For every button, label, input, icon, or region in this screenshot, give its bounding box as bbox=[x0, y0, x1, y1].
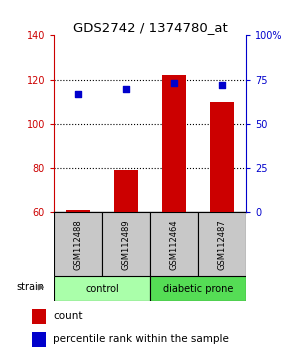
Bar bbox=[66, 210, 90, 212]
Text: control: control bbox=[85, 284, 119, 293]
Bar bbox=[150, 212, 198, 276]
Bar bbox=[198, 212, 246, 276]
Text: percentile rank within the sample: percentile rank within the sample bbox=[53, 335, 229, 344]
Text: strain: strain bbox=[16, 282, 44, 292]
Bar bbox=[162, 75, 186, 212]
Bar bbox=[54, 212, 102, 276]
Point bbox=[220, 82, 224, 88]
Text: GSM112488: GSM112488 bbox=[74, 219, 82, 270]
Point bbox=[172, 80, 176, 86]
Bar bbox=[32, 332, 46, 347]
Point bbox=[124, 86, 128, 91]
Bar bbox=[102, 212, 150, 276]
Bar bbox=[150, 276, 246, 301]
Bar bbox=[114, 170, 138, 212]
Bar bbox=[54, 276, 150, 301]
Title: GDS2742 / 1374780_at: GDS2742 / 1374780_at bbox=[73, 21, 227, 34]
Text: GSM112464: GSM112464 bbox=[169, 219, 178, 270]
Bar bbox=[32, 309, 46, 324]
Text: GSM112487: GSM112487 bbox=[218, 219, 226, 270]
Text: GSM112489: GSM112489 bbox=[122, 219, 130, 270]
Text: count: count bbox=[53, 312, 82, 321]
Bar bbox=[210, 102, 234, 212]
Text: diabetic prone: diabetic prone bbox=[163, 284, 233, 293]
Point bbox=[76, 91, 80, 97]
